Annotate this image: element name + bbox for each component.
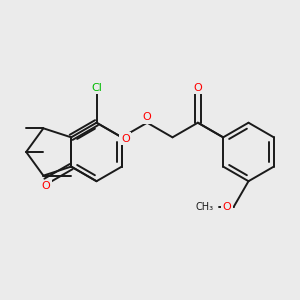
Text: O: O: [194, 82, 202, 93]
Text: CH₃: CH₃: [195, 202, 213, 212]
Text: O: O: [121, 134, 130, 144]
Text: O: O: [143, 112, 152, 122]
Text: O: O: [222, 202, 231, 212]
Text: Cl: Cl: [91, 82, 102, 93]
Text: O: O: [41, 182, 50, 191]
